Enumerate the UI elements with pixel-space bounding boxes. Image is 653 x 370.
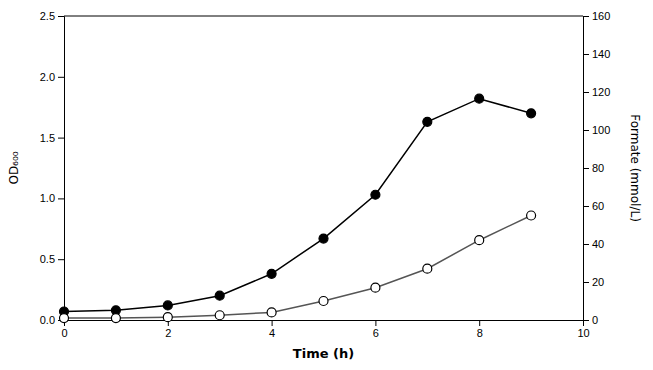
tick-label: 60 [592, 200, 604, 212]
tick-mark [583, 320, 589, 321]
tick-mark [583, 244, 589, 245]
point [319, 297, 328, 306]
tick: 1.0 [40, 192, 64, 204]
tick-label: 2.5 [40, 10, 55, 22]
tick-label: 40 [592, 238, 604, 250]
y-axis: 0.0 0.5 1.0 1.5 2.0 2.5 [40, 10, 65, 326]
point [111, 314, 120, 323]
tick-label: 80 [592, 162, 604, 174]
point [163, 301, 172, 310]
tick-label: 4 [269, 327, 275, 339]
tick-mark [375, 320, 376, 326]
frame-line [64, 16, 583, 17]
tick-label: 2 [165, 327, 171, 339]
tick: 160 [583, 10, 610, 22]
tick: 1.5 [40, 132, 64, 144]
tick: 60 [583, 200, 604, 212]
axis-line [58, 17, 65, 321]
point [527, 109, 536, 118]
tick: 140 [583, 48, 610, 60]
point [267, 308, 276, 317]
plot: 0 2 4 6 8 10 0.0 0.5 1.0 1.5 2.0 2.5 0 20 40 60 80 100 120… [40, 10, 611, 339]
marks [60, 94, 536, 322]
tick-mark [583, 168, 589, 169]
tick-label: 160 [592, 10, 610, 22]
tick-mark [272, 320, 273, 326]
point [215, 291, 224, 300]
tick-mark [583, 206, 589, 207]
point [371, 283, 380, 292]
tick: 4 [269, 320, 275, 339]
tick-label: 0.0 [40, 314, 55, 326]
tick-mark [583, 54, 589, 55]
tick: 2.0 [40, 71, 64, 83]
tick: 40 [583, 238, 604, 250]
tick: 2.5 [40, 10, 64, 22]
line [64, 216, 531, 319]
tick-label: 0 [61, 327, 67, 339]
axis-line [584, 17, 590, 321]
tick-mark [58, 138, 64, 139]
tick-mark [479, 320, 480, 326]
y2-axis: 0 20 40 60 80 100 120 140 160 [583, 10, 610, 326]
tick-mark [58, 16, 64, 17]
point [527, 211, 536, 220]
tick: 10 [577, 320, 589, 339]
tick-mark [58, 259, 64, 260]
tick: 0 [583, 314, 598, 326]
tick-label: 20 [592, 276, 604, 288]
point [475, 236, 484, 245]
tick: 100 [583, 124, 610, 136]
y-axis-title: OD₆₀₀ [7, 151, 21, 184]
tick: 8 [477, 320, 483, 339]
tick: 120 [583, 86, 610, 98]
y2-axis-title: Formate (mmol/L) [628, 114, 642, 222]
point [60, 314, 69, 323]
tick: 0.5 [40, 253, 64, 265]
tick-label: 0 [592, 314, 598, 326]
line [64, 99, 531, 312]
tick-label: 0.5 [40, 253, 55, 265]
point [163, 313, 172, 322]
tick: 2 [165, 320, 171, 339]
tick-label: 2.0 [40, 71, 55, 83]
tick-mark [583, 92, 589, 93]
tick: 6 [373, 320, 379, 339]
tick-label: 6 [373, 327, 379, 339]
chart: 0 2 4 6 8 10 0.0 0.5 1.0 1.5 2.0 2.5 0 20 40 60 80 100 120… [0, 0, 653, 370]
point [267, 269, 276, 278]
point [475, 94, 484, 103]
tick-label: 120 [592, 86, 610, 98]
tick-label: 8 [477, 327, 483, 339]
tick-label: 1.0 [40, 192, 55, 204]
x-axis-title: Time (h) [293, 346, 354, 361]
axis-line [65, 321, 584, 327]
tick-label: 140 [592, 48, 610, 60]
tick-label: 100 [592, 124, 610, 136]
x-axis: 0 2 4 6 8 10 [61, 320, 589, 339]
point [371, 190, 380, 199]
tick-mark [583, 16, 589, 17]
tick-mark [58, 198, 64, 199]
tick-label: 1.5 [40, 132, 55, 144]
point [319, 234, 328, 243]
tick-mark [583, 130, 589, 131]
point [423, 264, 432, 273]
point [423, 117, 432, 126]
tick-mark [583, 282, 589, 283]
tick-mark [58, 77, 64, 78]
tick: 20 [583, 276, 604, 288]
tick: 80 [583, 162, 604, 174]
point [215, 311, 224, 320]
tick-label: 10 [577, 327, 589, 339]
